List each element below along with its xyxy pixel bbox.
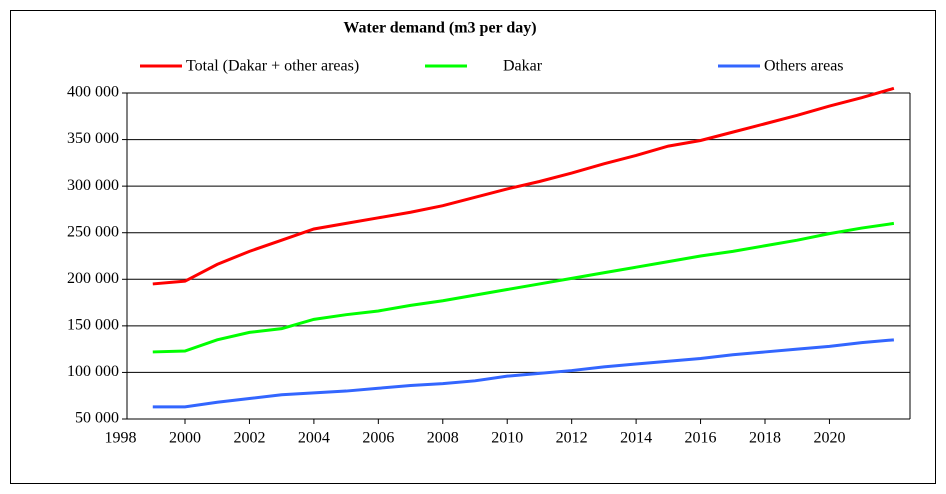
x-tick-label: 2018 (749, 430, 781, 447)
y-tick-label: 250 000 (67, 223, 119, 240)
series-line (152, 338, 895, 409)
legend-label: Others areas (764, 58, 844, 75)
y-tick-label: 350 000 (67, 130, 119, 147)
legend-label: Total (Dakar + other areas) (186, 58, 359, 75)
y-tick-label: 300 000 (67, 177, 119, 194)
chart-border (10, 10, 936, 484)
x-tick-label: 2012 (556, 430, 588, 447)
series-line (152, 221, 895, 354)
x-tick-label: 2020 (813, 430, 845, 447)
x-tick-label: 2004 (298, 430, 330, 447)
y-tick-label: 100 000 (67, 363, 119, 380)
series-line (152, 86, 895, 286)
y-tick-label: 150 000 (67, 317, 119, 334)
y-tick-label: 200 000 (67, 270, 119, 287)
x-tick-label: 2014 (620, 430, 652, 447)
x-tick-label: 1998 (105, 430, 137, 447)
y-tick-label: 400 000 (67, 84, 119, 101)
legend-label: Dakar (503, 58, 543, 75)
y-tick-label: 50 000 (75, 410, 119, 427)
x-tick-label: 2010 (491, 430, 523, 447)
chart-title: Water demand (m3 per day) (343, 20, 536, 37)
x-tick-label: 2016 (685, 430, 717, 447)
x-tick-label: 2006 (362, 430, 394, 447)
x-tick-label: 2002 (233, 430, 265, 447)
x-tick-label: 2000 (169, 430, 201, 447)
x-tick-label: 2008 (427, 430, 459, 447)
